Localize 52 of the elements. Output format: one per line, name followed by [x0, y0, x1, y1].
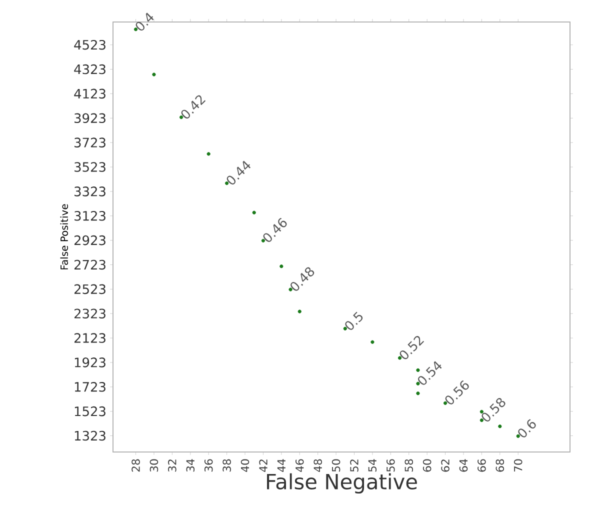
x-tick-label: 54: [368, 459, 377, 472]
point: [280, 264, 284, 268]
point: [298, 310, 302, 314]
x-tick-label: 28: [132, 459, 140, 472]
x-tick-label: 60: [422, 459, 432, 472]
x-tick-label: 48: [314, 459, 322, 472]
y-tick-label: 3723: [74, 138, 106, 148]
x-axis-title: False Negative: [267, 473, 417, 494]
y-tick-label: 1323: [74, 430, 106, 441]
y-tick-label: 3923: [74, 113, 106, 124]
y-tick-label: 2723: [74, 260, 106, 270]
x-tick-label: 32: [168, 460, 176, 472]
y-axis-title: False Positive: [60, 204, 68, 270]
y-tick-label: 1523: [74, 406, 106, 416]
x-tick-label: 36: [204, 459, 213, 472]
point: [252, 210, 256, 214]
y-tick-label: 2923: [74, 235, 106, 246]
x-tick-label: 50: [332, 459, 340, 472]
y-tick-label: 3323: [74, 186, 106, 196]
x-tick-label: 52: [350, 460, 358, 472]
point: [498, 424, 502, 428]
x-tick-label: 44: [277, 459, 286, 472]
x-tick-label: 62: [441, 460, 450, 472]
x-tick-label: 40: [240, 459, 250, 472]
y-tick-label: 1923: [74, 358, 106, 368]
y-tick-label: 4523: [74, 40, 106, 50]
x-tick-label: 56: [386, 459, 395, 472]
y-tick-label: 4323: [74, 64, 106, 74]
point: [416, 392, 420, 396]
y-tick-label: 2523: [74, 284, 106, 294]
x-tick-label: 38: [222, 459, 231, 472]
x-tick-label: 58: [404, 459, 414, 472]
point: [370, 340, 374, 344]
x-tick-label: 68: [496, 459, 504, 472]
y-tick-label: 2123: [74, 333, 106, 343]
y-tick-label: 2323: [74, 308, 106, 318]
x-tick-label: 34: [186, 459, 195, 472]
y-tick-label: 1723: [74, 382, 106, 392]
y-tick-label: 3123: [74, 210, 106, 221]
point: [152, 72, 156, 76]
annotation: 0.4: [136, 12, 154, 31]
point: [206, 152, 210, 156]
x-tick-label: 64: [459, 459, 468, 472]
annotation: 0.5: [345, 312, 363, 330]
x-tick-label: 30: [150, 459, 158, 472]
y-tick-label: 4123: [74, 88, 106, 99]
x-tick-label: 46: [295, 459, 304, 472]
x-tick-label: 66: [478, 459, 486, 472]
annotation: 0.6: [518, 419, 536, 438]
x-tick-label: 42: [259, 460, 268, 472]
x-tick-label: 70: [514, 459, 522, 472]
y-tick-label: 3523: [74, 162, 106, 172]
